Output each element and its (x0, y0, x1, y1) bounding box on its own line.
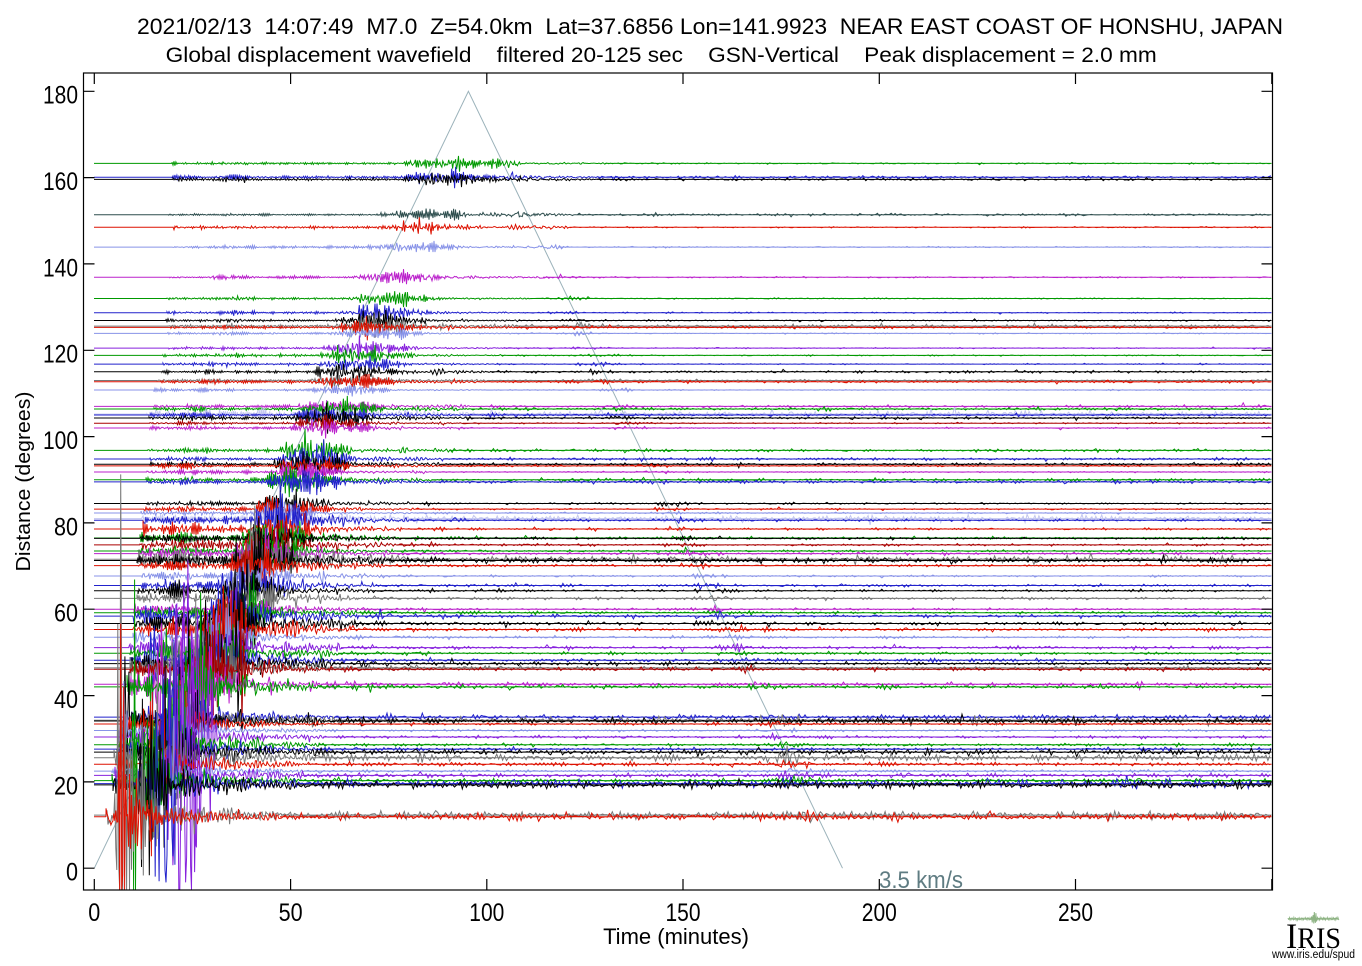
svg-text:120: 120 (43, 341, 78, 369)
svg-text:100: 100 (469, 899, 504, 927)
svg-text:150: 150 (666, 899, 701, 927)
svg-text:0: 0 (66, 859, 78, 887)
svg-text:160: 160 (43, 168, 78, 196)
svg-text:Distance (degrees): Distance (degrees) (12, 392, 35, 572)
svg-text:www.iris.edu/spud: www.iris.edu/spud (1271, 949, 1355, 961)
svg-text:80: 80 (54, 513, 78, 541)
svg-text:Time (minutes): Time (minutes) (603, 924, 749, 949)
svg-text:2021/02/13 14:07:49 M7.0 Z=: 2021/02/13 14:07:49 M7.0 Z=54.0km Lat=37… (137, 14, 1283, 39)
svg-text:3.5 km/s: 3.5 km/s (879, 867, 963, 894)
svg-text:180: 180 (43, 82, 78, 110)
svg-text:50: 50 (279, 899, 303, 927)
svg-text:140: 140 (43, 254, 78, 282)
svg-text:20: 20 (54, 772, 78, 800)
svg-text:0: 0 (88, 899, 100, 927)
svg-text:60: 60 (54, 600, 78, 628)
svg-text:200: 200 (862, 899, 897, 927)
svg-text:IRIS: IRIS (1286, 916, 1341, 956)
svg-text:250: 250 (1058, 899, 1093, 927)
svg-text:100: 100 (43, 427, 78, 455)
svg-text:40: 40 (54, 686, 78, 714)
svg-text:Global displacement wavefield: Global displacement wavefield filtered 2… (166, 44, 1157, 67)
